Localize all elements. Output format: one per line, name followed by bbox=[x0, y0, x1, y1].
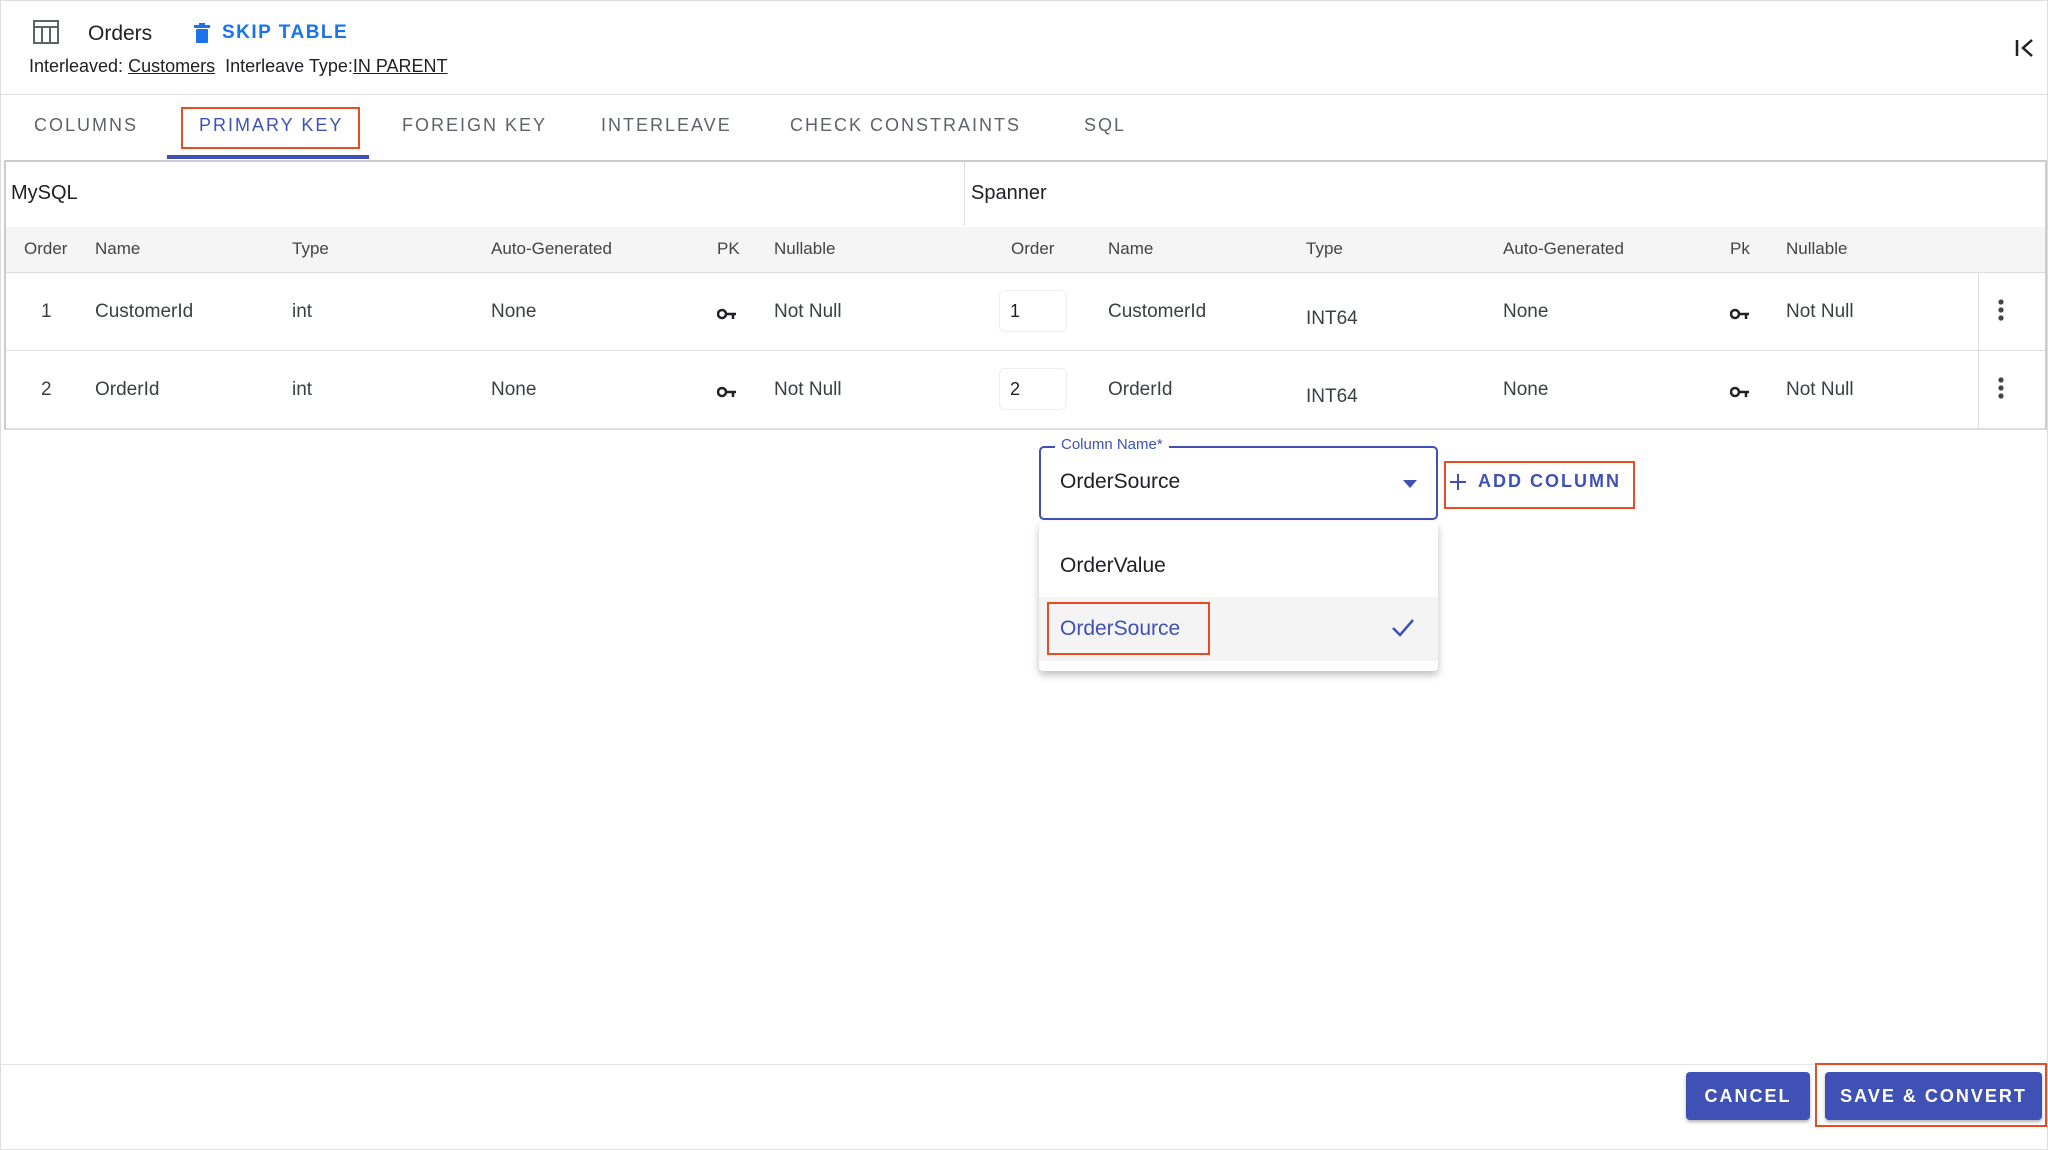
divider bbox=[1, 94, 2048, 95]
source-order: 2 bbox=[41, 379, 52, 400]
cancel-button[interactable]: CANCEL bbox=[1686, 1072, 1810, 1120]
header-spanner-pk: Pk bbox=[1730, 239, 1750, 258]
tab-check-constraints[interactable]: CHECK CONSTRAINTS bbox=[790, 115, 1022, 135]
source-order: 1 bbox=[41, 301, 52, 322]
divider bbox=[1978, 351, 1979, 429]
header-spanner-order: Order bbox=[1011, 239, 1055, 258]
spanner-title: Spanner bbox=[971, 182, 1047, 204]
spanner-order-input[interactable]: 2 bbox=[999, 368, 1067, 410]
plus-icon bbox=[1450, 473, 1466, 490]
source-name: OrderId bbox=[95, 379, 160, 400]
trash-icon bbox=[194, 23, 210, 43]
option-ordersource[interactable]: OrderSource bbox=[1039, 597, 1438, 661]
option-label: OrderSource bbox=[1060, 617, 1181, 640]
spanner-name: OrderId bbox=[1108, 379, 1173, 400]
row-menu-icon[interactable] bbox=[1998, 377, 2004, 404]
table-name: Orders bbox=[88, 22, 153, 45]
add-column-label: ADD COLUMN bbox=[1478, 471, 1621, 491]
spanner-nullable: Not Null bbox=[1786, 301, 1854, 322]
active-tab-indicator bbox=[167, 155, 369, 159]
source-name: CustomerId bbox=[95, 301, 194, 322]
check-icon bbox=[1392, 619, 1414, 637]
source-type: int bbox=[292, 301, 313, 322]
skip-table-button[interactable]: SKIP TABLE bbox=[194, 22, 348, 44]
column-name-value: OrderSource bbox=[1060, 470, 1181, 493]
header-order: Order bbox=[24, 239, 68, 258]
spanner-order-input[interactable]: 1 bbox=[999, 290, 1067, 332]
mysql-title: MySQL bbox=[11, 182, 78, 204]
dropdown-arrow-icon bbox=[1403, 480, 1417, 488]
header-spanner-auto-generated: Auto-Generated bbox=[1503, 239, 1624, 258]
spanner-nullable: Not Null bbox=[1786, 379, 1854, 400]
option-label: OrderValue bbox=[1060, 554, 1166, 577]
column-name-label: Column Name* bbox=[1055, 436, 1169, 453]
table-header-row bbox=[6, 227, 2045, 273]
divider bbox=[964, 162, 965, 226]
interleave-type-label: Interleave Type: bbox=[225, 56, 353, 76]
key-icon bbox=[716, 385, 737, 403]
header-pk: PK bbox=[717, 239, 740, 258]
collapse-panel-icon[interactable] bbox=[2015, 39, 2035, 57]
header-nullable: Nullable bbox=[774, 239, 836, 258]
header-spanner-type: Type bbox=[1306, 239, 1343, 258]
highlight-box bbox=[181, 107, 360, 149]
primary-key-table bbox=[4, 160, 2047, 430]
spanner-auto-generated: None bbox=[1503, 379, 1549, 400]
header-type: Type bbox=[292, 239, 329, 258]
divider bbox=[1978, 273, 1979, 351]
table-icon bbox=[33, 20, 59, 44]
key-icon bbox=[1729, 307, 1750, 325]
tab-primary-key[interactable]: PRIMARY KEY bbox=[199, 115, 344, 135]
source-auto-generated: None bbox=[491, 301, 537, 322]
source-nullable: Not Null bbox=[774, 379, 842, 400]
header-spanner-name: Name bbox=[1108, 239, 1154, 258]
highlight-box bbox=[1047, 602, 1210, 655]
spanner-name: CustomerId bbox=[1108, 301, 1207, 322]
table-row bbox=[6, 351, 2045, 429]
tab-columns[interactable]: COLUMNS bbox=[34, 115, 139, 135]
column-name-select[interactable]: Column Name* OrderSource bbox=[1039, 436, 1438, 520]
add-column-button[interactable]: ADD COLUMN bbox=[1450, 471, 1621, 492]
interleaved-parent-link[interactable]: Customers bbox=[128, 56, 216, 76]
highlight-box bbox=[1815, 1063, 2047, 1127]
tab-foreign-key[interactable]: FOREIGN KEY bbox=[402, 115, 548, 135]
source-auto-generated: None bbox=[491, 379, 537, 400]
header-auto-generated: Auto-Generated bbox=[491, 239, 612, 258]
interleave-info: Interleaved: Customers Interleave Type:I… bbox=[29, 56, 448, 77]
spanner-type: INT64 bbox=[1306, 386, 1358, 407]
option-ordervalue[interactable]: OrderValue bbox=[1039, 534, 1438, 597]
row-menu-icon[interactable] bbox=[1998, 299, 2004, 326]
table-row bbox=[6, 273, 2045, 351]
skip-table-label: SKIP TABLE bbox=[222, 22, 349, 43]
key-icon bbox=[716, 307, 737, 325]
tab-interleave[interactable]: INTERLEAVE bbox=[601, 115, 732, 135]
spanner-auto-generated: None bbox=[1503, 301, 1549, 322]
highlight-box bbox=[1444, 461, 1635, 509]
spanner-type: INT64 bbox=[1306, 308, 1358, 329]
key-icon bbox=[1729, 385, 1750, 403]
tab-sql[interactable]: SQL bbox=[1084, 115, 1127, 135]
header-spanner-nullable: Nullable bbox=[1786, 239, 1848, 258]
interleaved-label: Interleaved: bbox=[29, 56, 124, 76]
column-options-dropdown: OrderValue OrderSource bbox=[1039, 522, 1438, 671]
source-type: int bbox=[292, 379, 313, 400]
header-name: Name bbox=[95, 239, 141, 258]
divider bbox=[1, 1064, 2048, 1065]
interleave-type-value[interactable]: IN PARENT bbox=[352, 56, 448, 76]
source-nullable: Not Null bbox=[774, 301, 842, 322]
save-and-convert-button[interactable]: SAVE & CONVERT bbox=[1825, 1072, 2042, 1120]
